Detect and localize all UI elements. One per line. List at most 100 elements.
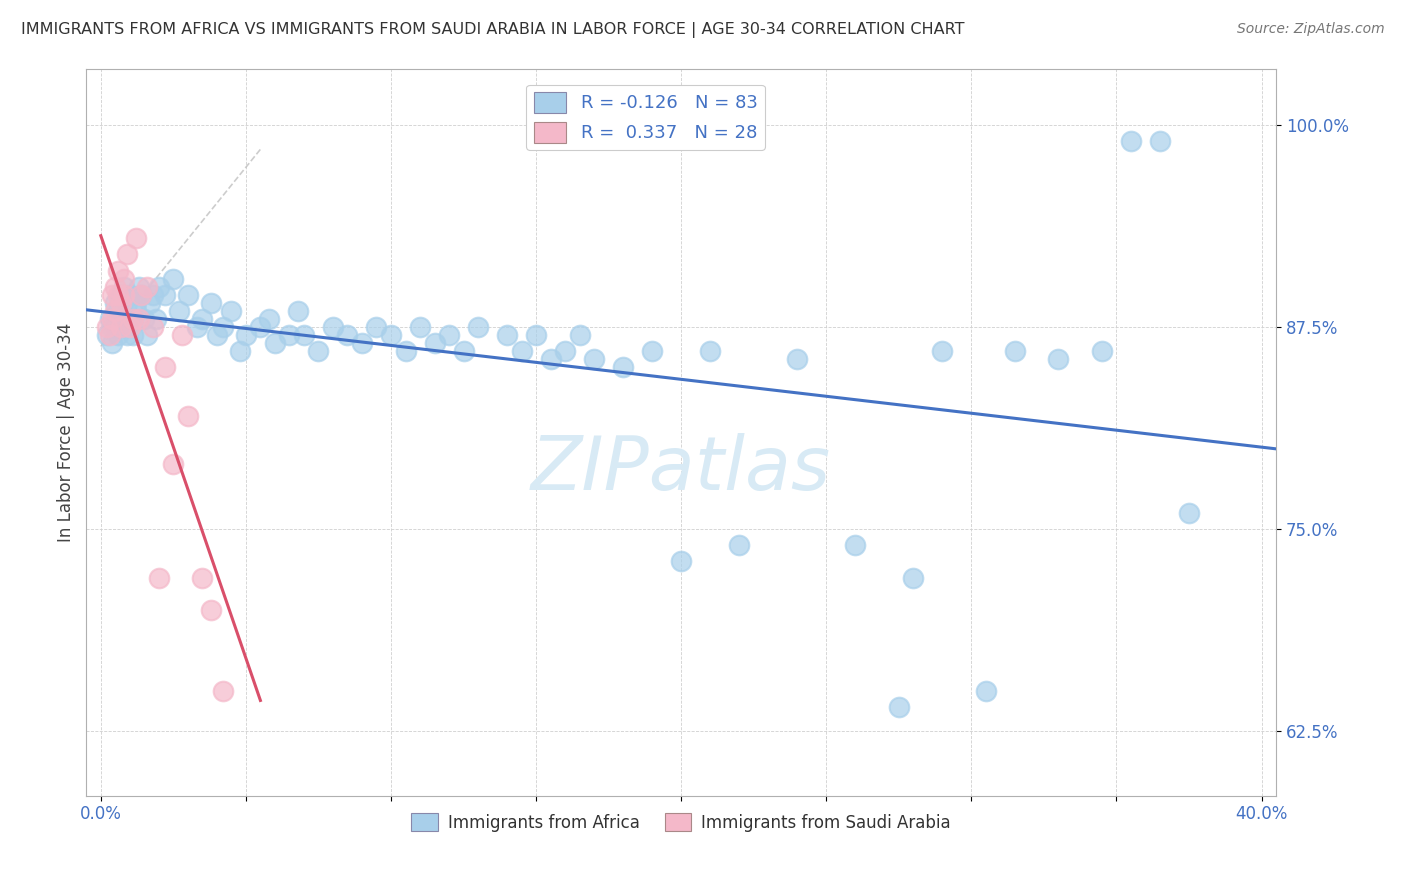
Point [101, 287, 124, 301]
Point [124, 296, 146, 310]
Point [786, 352, 808, 367]
Point [177, 409, 200, 423]
Point [568, 328, 591, 343]
Point [437, 328, 460, 343]
Point [153, 360, 176, 375]
Point [669, 554, 692, 568]
Point [115, 247, 138, 261]
Point [699, 344, 721, 359]
Point [112, 287, 135, 301]
Point [121, 328, 143, 343]
Point [229, 344, 252, 359]
Point [124, 231, 146, 245]
Point [121, 312, 143, 326]
Point [162, 458, 184, 472]
Point [148, 279, 170, 293]
Point [118, 312, 141, 326]
Point [191, 571, 214, 585]
Point [1047, 352, 1070, 367]
Point [350, 336, 373, 351]
Point [118, 320, 141, 334]
Point [1091, 344, 1114, 359]
Point [142, 320, 165, 334]
Point [124, 304, 146, 318]
Point [496, 328, 519, 343]
Point [336, 328, 359, 343]
Point [112, 271, 135, 285]
Point [257, 312, 280, 326]
Point [1178, 506, 1201, 520]
Point [145, 312, 167, 326]
Point [287, 304, 309, 318]
Point [101, 320, 124, 334]
Point [136, 279, 159, 293]
Point [409, 320, 432, 334]
Point [903, 571, 925, 585]
Point [844, 538, 866, 552]
Point [205, 328, 228, 343]
Point [136, 328, 159, 343]
Point [453, 344, 475, 359]
Point [148, 571, 170, 585]
Point [107, 287, 129, 301]
Point [96, 328, 118, 343]
Point [170, 328, 193, 343]
Point [235, 328, 257, 343]
Point [110, 287, 132, 301]
Point [540, 352, 562, 367]
Point [128, 312, 150, 326]
Text: ZIPatlas: ZIPatlas [531, 433, 831, 505]
Point [96, 320, 118, 334]
Point [554, 344, 576, 359]
Point [112, 320, 135, 334]
Point [1119, 134, 1142, 148]
Point [211, 320, 233, 334]
Point [118, 320, 141, 334]
Point [211, 683, 233, 698]
Point [931, 344, 953, 359]
Point [292, 328, 315, 343]
Point [264, 336, 287, 351]
Point [112, 279, 135, 293]
Point [98, 328, 121, 343]
Point [728, 538, 751, 552]
Point [221, 304, 243, 318]
Point [115, 328, 138, 343]
Point [366, 320, 388, 334]
Point [423, 336, 446, 351]
Point [278, 328, 301, 343]
Point [131, 287, 153, 301]
Point [191, 312, 214, 326]
Point [583, 352, 606, 367]
Point [101, 312, 124, 326]
Point [641, 344, 664, 359]
Point [974, 683, 997, 698]
Point [153, 287, 176, 301]
Point [134, 312, 156, 326]
Point [104, 304, 127, 318]
Legend: R = -0.126   N = 83, R =  0.337   N = 28: R = -0.126 N = 83, R = 0.337 N = 28 [526, 85, 765, 150]
Point [200, 603, 222, 617]
Point [307, 344, 329, 359]
Point [200, 296, 222, 310]
Point [1149, 134, 1171, 148]
Point [121, 312, 143, 326]
Point [510, 344, 533, 359]
Point [107, 328, 129, 343]
Point [162, 271, 184, 285]
Point [524, 328, 547, 343]
Y-axis label: In Labor Force | Age 30-34: In Labor Force | Age 30-34 [58, 323, 75, 541]
Point [118, 287, 141, 301]
Point [186, 320, 208, 334]
Point [110, 320, 132, 334]
Point [167, 304, 190, 318]
Point [101, 336, 124, 351]
Point [380, 328, 402, 343]
Point [104, 320, 127, 334]
Point [104, 296, 127, 310]
Point [322, 320, 344, 334]
Text: IMMIGRANTS FROM AFRICA VS IMMIGRANTS FROM SAUDI ARABIA IN LABOR FORCE | AGE 30-3: IMMIGRANTS FROM AFRICA VS IMMIGRANTS FRO… [21, 22, 965, 38]
Point [128, 279, 150, 293]
Point [177, 287, 200, 301]
Point [249, 320, 271, 334]
